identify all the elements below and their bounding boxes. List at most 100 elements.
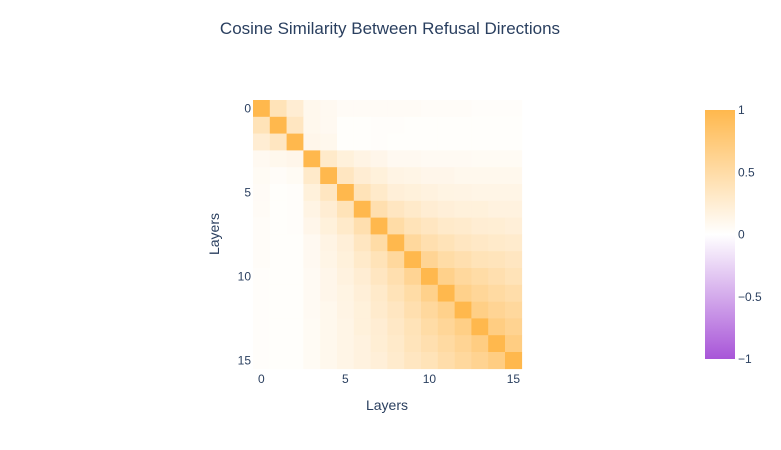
heatmap-cell	[488, 352, 506, 370]
heatmap-cell	[454, 284, 472, 302]
heatmap-cell	[269, 133, 287, 151]
heatmap-cell	[437, 167, 455, 185]
heatmap-cell	[437, 301, 455, 319]
heatmap-cell	[286, 251, 304, 269]
heatmap-cell	[488, 133, 506, 151]
heatmap-cell	[253, 150, 271, 168]
heatmap-cell	[286, 116, 304, 134]
heatmap-cells	[253, 100, 523, 370]
heatmap-cell	[505, 268, 523, 286]
heatmap-cell	[505, 284, 523, 302]
heatmap-cell	[370, 352, 388, 370]
heatmap-cell	[253, 301, 271, 319]
heatmap-cell	[303, 150, 321, 168]
heatmap-cell	[471, 200, 489, 218]
heatmap-cell	[337, 251, 355, 269]
heatmap-cell	[437, 184, 455, 202]
heatmap-cell	[421, 133, 439, 151]
heatmap-cell	[488, 167, 506, 185]
x-tick-label: 10	[423, 372, 437, 386]
heatmap-cell	[353, 234, 371, 252]
heatmap-cell	[471, 284, 489, 302]
heatmap-cell	[286, 217, 304, 235]
heatmap-cell	[253, 133, 271, 151]
heatmap-cell	[488, 217, 506, 235]
heatmap-cell	[337, 268, 355, 286]
heatmap-cell	[337, 200, 355, 218]
heatmap-cell	[286, 184, 304, 202]
heatmap-cell	[320, 133, 338, 151]
heatmap-cell	[286, 200, 304, 218]
heatmap-cell	[437, 133, 455, 151]
heatmap-cell	[488, 318, 506, 336]
heatmap-cell	[404, 217, 422, 235]
heatmap-cell	[505, 100, 523, 118]
heatmap-cell	[286, 268, 304, 286]
heatmap-cell	[370, 217, 388, 235]
heatmap-cell	[353, 352, 371, 370]
heatmap-cell	[421, 100, 439, 118]
heatmap-cell	[337, 318, 355, 336]
heatmap-cell	[454, 335, 472, 353]
heatmap-cell	[454, 318, 472, 336]
heatmap-cell	[471, 133, 489, 151]
heatmap-cell	[454, 150, 472, 168]
heatmap-cell	[286, 167, 304, 185]
heatmap-cell	[337, 150, 355, 168]
heatmap-cell	[320, 284, 338, 302]
heatmap-cell	[253, 217, 271, 235]
heatmap-cell	[320, 318, 338, 336]
heatmap-cell	[286, 133, 304, 151]
heatmap-cell	[337, 133, 355, 151]
heatmap-cell	[370, 100, 388, 118]
y-tick-label: 0	[244, 101, 251, 115]
heatmap-cell	[269, 150, 287, 168]
heatmap-cell	[370, 268, 388, 286]
y-tick-label: 5	[244, 185, 251, 199]
colorbar	[705, 110, 735, 359]
heatmap-cell	[320, 100, 338, 118]
heatmap-cell	[404, 150, 422, 168]
heatmap-cell	[404, 251, 422, 269]
heatmap-cell	[320, 217, 338, 235]
heatmap-cell	[454, 217, 472, 235]
heatmap-cell	[337, 301, 355, 319]
heatmap-cell	[320, 200, 338, 218]
heatmap-cell	[404, 268, 422, 286]
heatmap-cell	[286, 284, 304, 302]
heatmap-cell	[320, 352, 338, 370]
heatmap-cell	[387, 301, 405, 319]
heatmap-cell	[488, 116, 506, 134]
heatmap-cell	[471, 268, 489, 286]
heatmap-cell	[353, 318, 371, 336]
heatmap-cell	[505, 352, 523, 370]
x-axis-title: Layers	[366, 397, 408, 413]
y-axis-title: Layers	[206, 213, 222, 255]
heatmap-cell	[269, 318, 287, 336]
heatmap-cell	[421, 217, 439, 235]
heatmap-cell	[471, 234, 489, 252]
heatmap-cell	[437, 150, 455, 168]
heatmap-cell	[454, 116, 472, 134]
heatmap-cell	[269, 335, 287, 353]
heatmap-cell	[353, 268, 371, 286]
heatmap-cell	[370, 301, 388, 319]
heatmap-cell	[370, 116, 388, 134]
heatmap-cell	[303, 100, 321, 118]
heatmap-cell	[370, 133, 388, 151]
heatmap-cell	[303, 284, 321, 302]
heatmap-cell	[253, 318, 271, 336]
heatmap-cell	[337, 116, 355, 134]
heatmap-cell	[337, 335, 355, 353]
heatmap-cell	[505, 251, 523, 269]
heatmap-cell	[337, 284, 355, 302]
heatmap-cell	[286, 318, 304, 336]
heatmap-cell	[471, 100, 489, 118]
heatmap-cell	[269, 184, 287, 202]
heatmap-cell	[421, 284, 439, 302]
heatmap-cell	[505, 133, 523, 151]
heatmap-cell	[286, 335, 304, 353]
heatmap-cell	[253, 116, 271, 134]
heatmap-cell	[437, 217, 455, 235]
